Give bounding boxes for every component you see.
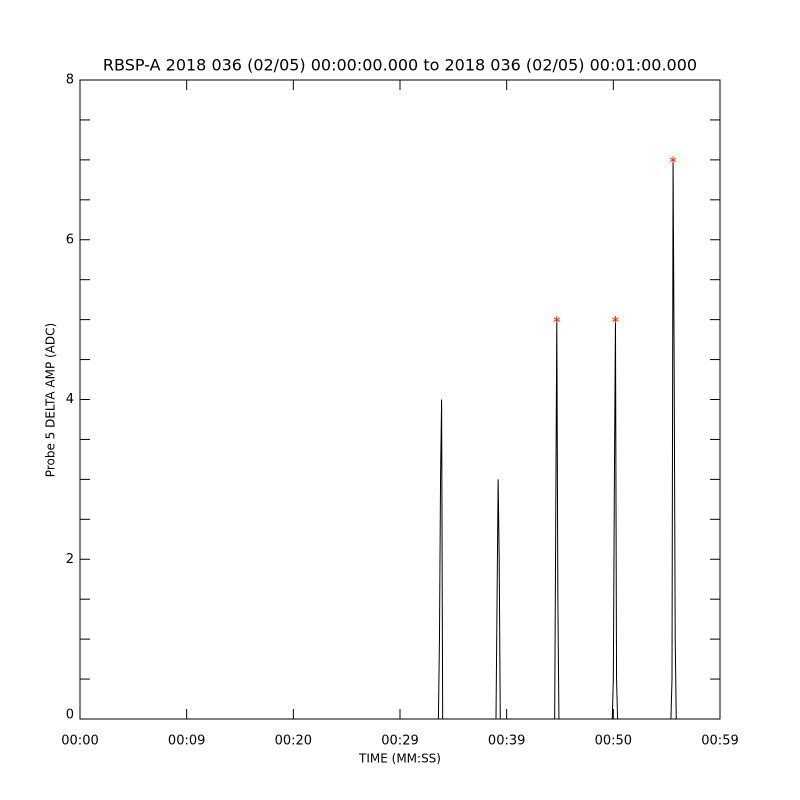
x-tick-label: 00:29 (381, 734, 418, 749)
y-tick-label: 0 (66, 708, 74, 723)
y-tick-label: 2 (66, 552, 74, 567)
chart-title: RBSP-A 2018 036 (02/05) 00:00:00.000 to … (103, 56, 697, 75)
x-tick-label: 00:00 (61, 734, 98, 749)
peak-marker (553, 316, 561, 324)
y-axis-label: Probe 5 DELTA AMP (ADC) (44, 323, 58, 477)
y-tick-label: 6 (66, 232, 74, 247)
x-tick-label: 00:20 (275, 734, 312, 749)
x-tick-label: 00:09 (168, 734, 205, 749)
data-line (80, 159, 720, 720)
y-tick-label: 4 (66, 392, 74, 407)
x-axis-label: TIME (MM:SS) (358, 752, 441, 766)
x-tick-label: 00:59 (701, 734, 738, 749)
y-tick-label: 8 (66, 73, 74, 88)
peak-marker (669, 156, 677, 164)
peak-marker (612, 316, 619, 324)
plot-frame (79, 79, 721, 720)
x-tick-label: 00:50 (595, 734, 632, 749)
x-tick-label: 00:39 (488, 734, 525, 749)
